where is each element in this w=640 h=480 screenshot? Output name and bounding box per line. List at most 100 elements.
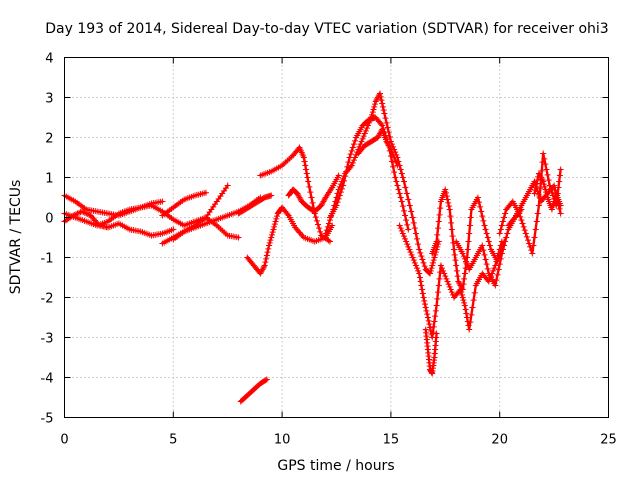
data-point [539,177,546,184]
data-point [297,195,304,202]
data-point [490,267,497,274]
data-point [499,218,506,225]
data-point [538,175,545,182]
data-point [318,201,325,208]
data-point [274,213,281,220]
data-point [476,199,483,206]
data-point [369,109,376,116]
data-point [396,222,403,229]
data-point [548,206,555,213]
data-point [393,178,400,185]
x-tick-label: 15 [383,433,400,448]
data-point [405,243,412,250]
data-point [317,228,324,235]
data-point [535,170,542,177]
data-point [404,241,411,248]
data-point [521,227,528,234]
data-point [346,154,353,161]
data-point [444,278,451,285]
data-point [271,223,278,230]
data-point [431,318,438,325]
data-point [531,234,538,241]
data-point [170,226,177,233]
data-point [267,237,274,244]
data-point [300,154,307,161]
data-point [538,174,545,181]
data-point [540,150,547,157]
data-point [544,171,551,178]
data-point [429,259,436,266]
data-point [478,208,485,215]
series-sat-n [355,126,401,169]
data-point [418,282,425,289]
data-point [414,235,421,242]
data-point [386,143,393,150]
data-point [499,246,506,253]
data-point [349,144,356,151]
data-point [396,190,403,197]
data-point [70,212,77,219]
data-point [400,207,407,214]
data-point [460,253,467,260]
data-point [383,138,390,145]
data-point [378,97,385,104]
data-point [496,261,503,268]
data-point [517,213,524,220]
data-point [528,247,535,254]
data-point [495,266,502,273]
data-point [454,273,461,280]
data-point [397,194,404,201]
data-point [272,218,279,225]
data-point [342,173,349,180]
data-point [520,223,527,230]
data-point [522,230,529,237]
y-tick-label: -1 [41,252,54,267]
data-point [412,262,419,269]
data-point [431,254,438,261]
data-point [415,241,422,248]
data-point [387,145,394,152]
data-point [545,177,552,184]
data-point [467,319,474,326]
data-point [426,321,433,328]
data-point [526,240,533,247]
data-point [542,186,549,193]
data-point [380,107,387,114]
data-point [543,191,550,198]
data-point [465,322,472,329]
data-point [417,278,424,285]
data-point [405,196,412,203]
data-point [458,285,465,292]
data-point [224,182,231,189]
data-point [481,251,488,258]
data-point [258,269,265,276]
data-point [363,125,370,132]
data-point [420,259,427,266]
data-point [329,222,336,229]
data-point [430,323,437,330]
data-point [408,208,415,215]
data-point [410,219,417,226]
x-tick-label: 5 [169,433,177,448]
series-sat-c [61,192,166,219]
x-tick-label: 25 [600,433,617,448]
data-point [411,259,418,266]
data-point [435,282,442,289]
data-point [308,194,315,201]
data-point [434,231,441,238]
data-point [447,286,454,293]
data-point [448,226,455,233]
data-point [483,261,490,268]
series-sat-h [237,376,270,405]
data-point [461,302,468,309]
data-point [384,124,391,131]
data-point [258,267,265,274]
data-point [402,212,409,219]
data-point [550,183,557,190]
data-point [263,255,270,262]
data-point [429,262,436,269]
data-point [394,182,401,189]
data-point [434,295,441,302]
data-point [537,173,544,180]
data-point [343,168,350,175]
